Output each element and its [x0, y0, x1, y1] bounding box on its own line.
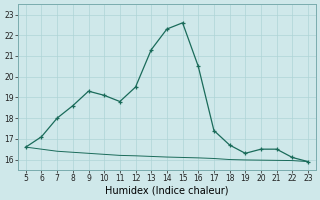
X-axis label: Humidex (Indice chaleur): Humidex (Indice chaleur)	[105, 186, 229, 196]
